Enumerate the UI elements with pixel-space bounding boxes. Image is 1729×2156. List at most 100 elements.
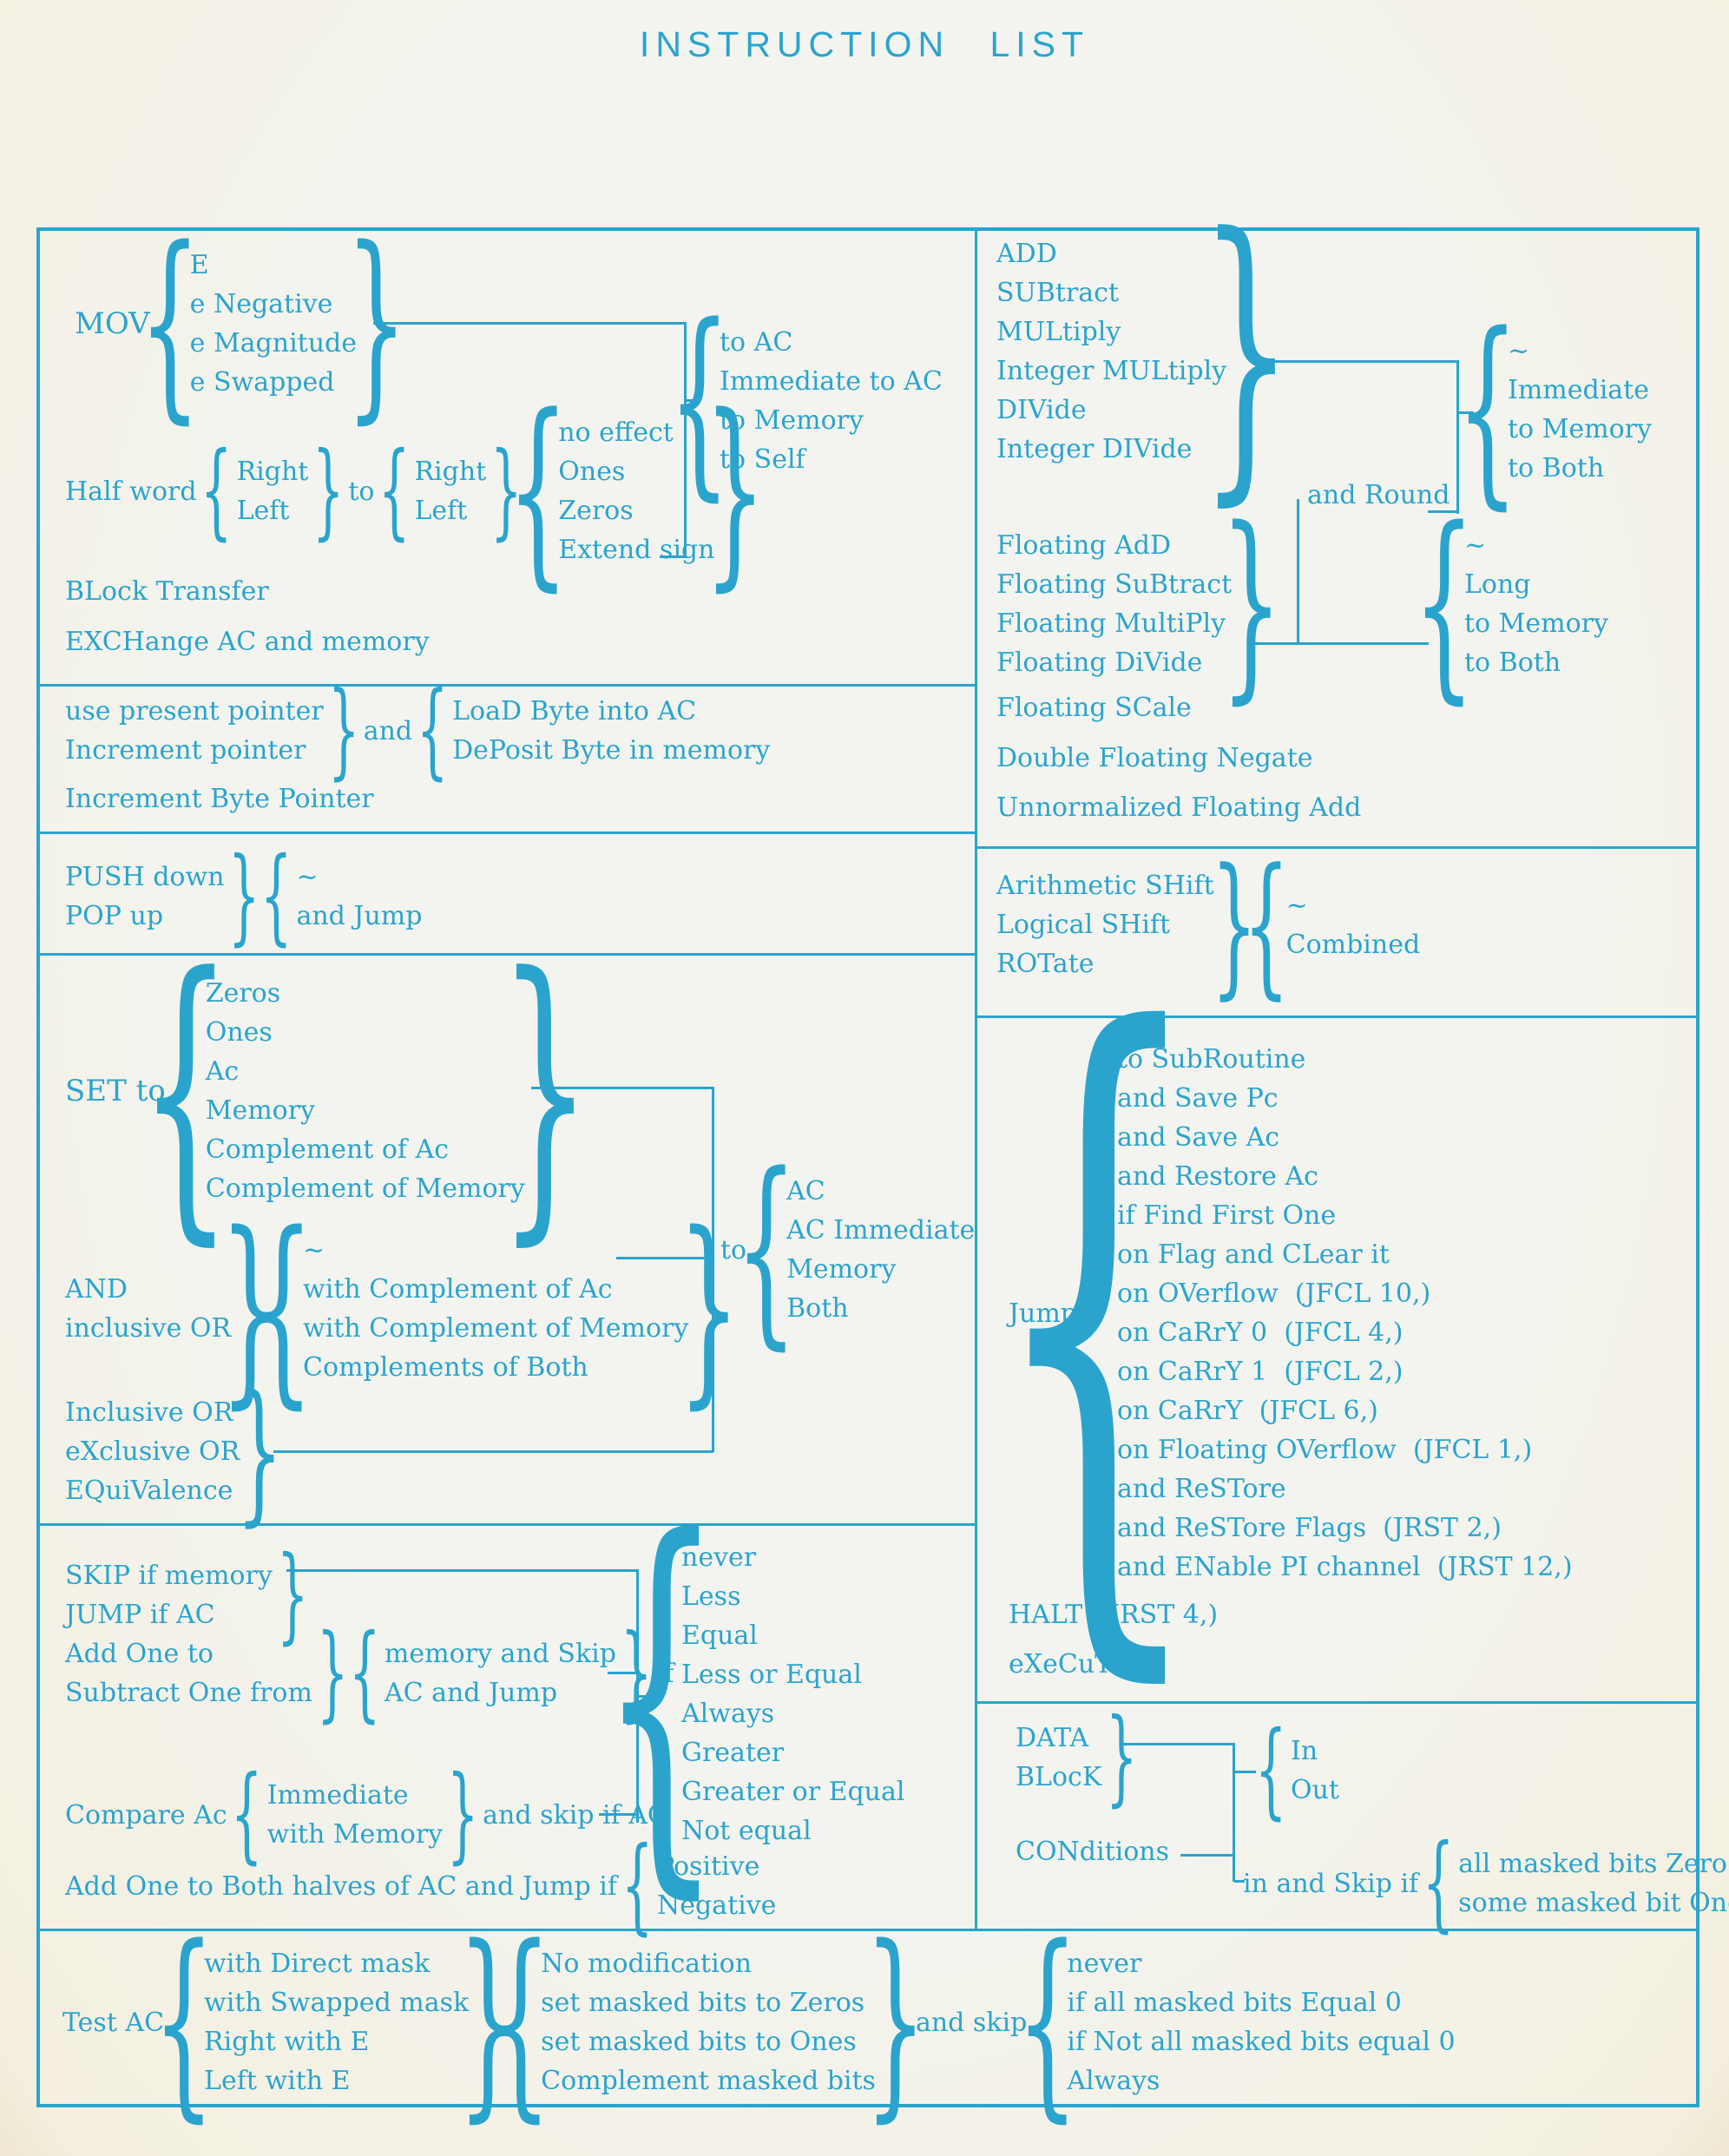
connector-line xyxy=(616,1257,713,1259)
brace-open: { xyxy=(138,911,233,1271)
connector-line xyxy=(286,1569,638,1572)
brace-open: { xyxy=(1456,291,1519,528)
text-line: on Flag and CLear it xyxy=(1117,1239,1390,1270)
section-rule xyxy=(36,953,977,956)
arith-ops: ADD SUBtract MULtiply Integer MULtiply D… xyxy=(996,234,1226,469)
text-line: to Memory xyxy=(720,405,864,436)
text-line: Negative xyxy=(656,1890,777,1921)
fsc-row: Floating SCale xyxy=(996,693,1192,723)
text-line: Complements of Both xyxy=(303,1352,588,1383)
brace-open: { xyxy=(621,1825,654,1946)
connector-line xyxy=(684,322,687,558)
float-ops: Floating AdD Floating SuBtract Floating … xyxy=(996,526,1232,682)
brace-close: } xyxy=(864,1903,927,2140)
text-line: Long xyxy=(1464,569,1531,600)
text-line: Right xyxy=(236,457,309,487)
text-line: to Self xyxy=(720,444,805,475)
jump-label: Jump xyxy=(1009,1298,1077,1329)
halfword-label: Half word xyxy=(65,476,197,507)
brace-close: } xyxy=(490,431,523,551)
text-line: Greater or Equal xyxy=(681,1777,905,1807)
text-line: Extend sign xyxy=(558,535,715,565)
text-line: ADD xyxy=(996,239,1057,269)
text-line: ~ xyxy=(1464,530,1487,561)
section-rule xyxy=(975,1701,1699,1704)
connector-line xyxy=(684,399,694,402)
text-line: on Floating OVerflow (JFCL 1,) xyxy=(1117,1435,1533,1465)
text-line: Always xyxy=(1067,2066,1160,2096)
text-line: and ENable PI channel (JRST 12,) xyxy=(1117,1552,1573,1582)
connector-line xyxy=(599,1813,638,1816)
text-line: ~ xyxy=(296,862,319,892)
halfword-effects: no effect Ones Zeros Extend sign xyxy=(558,413,714,569)
brace-close: } xyxy=(446,1754,479,1875)
outer-border xyxy=(36,227,1699,2107)
brace-open: { xyxy=(348,1613,381,1733)
blt-row: BLock Transfer xyxy=(65,576,269,607)
section-rule xyxy=(36,684,977,687)
float-dest-group: { ~ Long to Memory to Both xyxy=(1413,485,1608,722)
text-line: Floating AdD xyxy=(996,530,1171,561)
text-line: Right xyxy=(414,457,487,487)
or-group: Inclusive OR eXclusive OR EQuiValence } xyxy=(65,1362,284,1541)
incr-mods: memory and Skip AC and Jump xyxy=(385,1634,616,1712)
aobj-label: Add One to Both halves of AC and Jump if xyxy=(65,1870,617,1902)
brace-open: { xyxy=(735,1131,799,1368)
connector-line xyxy=(1234,1771,1256,1773)
brace-open: { xyxy=(1254,1710,1287,1831)
section-rule xyxy=(36,832,977,834)
aobj-mods: Positive Negative xyxy=(657,1847,776,1925)
brace-close: } xyxy=(327,670,360,791)
float-dest-list: ~ Long to Memory to Both xyxy=(1464,526,1608,682)
text-line: BLock Transfer xyxy=(65,576,269,607)
text-line: Out xyxy=(1291,1775,1339,1805)
text-line: PUSH down xyxy=(65,862,225,892)
text-line: ~ xyxy=(303,1235,325,1265)
text-line: Double Floating Negate xyxy=(996,743,1313,773)
text-line: Always xyxy=(681,1699,775,1729)
text-line: all masked bits Zero xyxy=(1458,1849,1727,1879)
text-line: on OVerflow (JFCL 10,) xyxy=(1117,1278,1431,1309)
text-line: Less xyxy=(681,1581,741,1612)
text-line: Ones xyxy=(205,1017,273,1048)
text-line: Floating SuBtract xyxy=(996,569,1233,600)
text-line: Memory xyxy=(205,1095,316,1126)
skip-group: SKIP if memory JUMP if AC } xyxy=(65,1543,308,1647)
section-rule xyxy=(975,846,1699,849)
exch-row: EXCHange AC and memory xyxy=(65,627,430,657)
text-line: Inclusive OR xyxy=(65,1397,233,1428)
text-line: on CaRrY (JFCL 6,) xyxy=(1117,1396,1378,1426)
brace-open: { xyxy=(490,1903,553,2140)
to-word: to xyxy=(348,476,375,507)
brace-close: } xyxy=(236,1362,284,1541)
text-line: never xyxy=(1067,1949,1142,1979)
connector-line xyxy=(608,1672,638,1674)
data-ops: DATA BLocK xyxy=(1016,1719,1101,1797)
arith-group: ADD SUBtract MULtiply Integer MULtiply D… xyxy=(996,172,1294,531)
text-line: SKIP if memory xyxy=(65,1561,273,1591)
text-line: with Complement of Ac xyxy=(303,1274,613,1305)
brace-close: } xyxy=(228,836,260,956)
brace-close: } xyxy=(1199,172,1294,531)
text-line: POP up xyxy=(65,901,164,931)
round-label: and Round xyxy=(1307,480,1450,510)
text-line: and ReSTore Flags (JRST 2,) xyxy=(1117,1513,1502,1543)
text-line: In xyxy=(1291,1736,1318,1766)
text-line: inclusive OR xyxy=(65,1313,232,1344)
byte-group: use present pointer Increment pointer } … xyxy=(65,670,770,791)
to-word: to xyxy=(720,1234,747,1265)
text-line: Add One to xyxy=(65,1639,214,1669)
text-line: Ones xyxy=(558,457,626,487)
mov-group: MOV { E e Negative e Magnitude e Swapped… xyxy=(75,221,408,425)
text-line: Complement masked bits xyxy=(541,2066,876,2096)
text-line: AC xyxy=(786,1176,825,1206)
text-line: with Memory xyxy=(266,1819,444,1850)
text-line: Floating DiVide xyxy=(996,647,1203,678)
ufa-row: Unnormalized Floating Add xyxy=(996,792,1361,823)
text-line: no effect xyxy=(558,417,674,448)
brace-open: { xyxy=(985,889,1209,1738)
text-line: EXCHange AC and memory xyxy=(65,627,430,657)
brace-open: { xyxy=(1413,485,1476,722)
brace-close: } xyxy=(312,431,345,551)
brace-open: { xyxy=(378,431,411,551)
